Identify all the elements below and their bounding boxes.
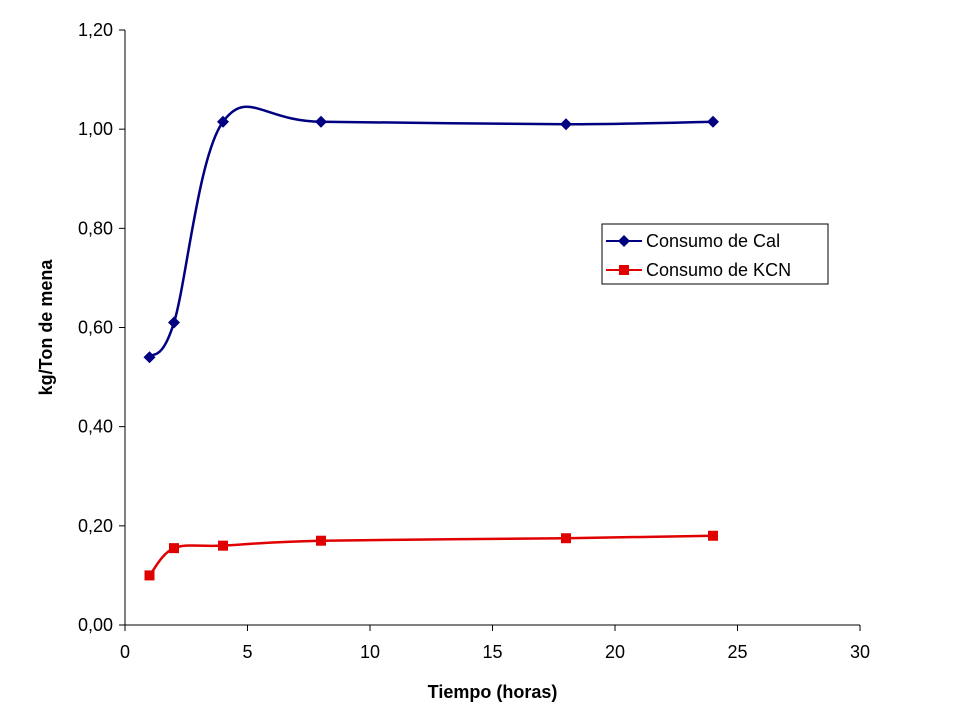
x-tick-label: 25 [727,642,747,662]
legend: Consumo de Cal Consumo de KCN [601,223,829,285]
axes [124,30,860,626]
x-axis-title: Tiempo (horas) [428,682,558,702]
data-point [144,570,155,581]
x-tick-label: 15 [482,642,502,662]
series-line [148,105,714,359]
data-point [218,540,228,551]
data-point [561,533,571,544]
x-tick-label: 30 [850,642,870,662]
x-tick-label: 20 [605,642,625,662]
series-line [148,534,714,577]
legend-label-kcn: Consumo de KCN [646,260,791,280]
series-1 [144,530,718,581]
data-point [315,115,327,128]
axis-ticks: 0 5 10 15 20 25 30 0,00 0,20 0,40 0,60 0,80 1,00 1,20 [78,20,870,662]
data-point [217,115,229,128]
y-tick-label: 0,00 [78,615,113,635]
data-point [143,351,156,364]
x-tick-label: 0 [120,642,130,662]
series-0 [143,105,719,364]
legend-marker-cal [618,235,630,247]
y-tick-label: 1,00 [78,119,113,139]
data-point [169,543,179,554]
y-tick-label: 0,60 [78,318,113,338]
series-layer [143,105,719,581]
data-point [168,316,180,329]
data-point [707,115,719,128]
x-tick-label: 10 [360,642,380,662]
legend-marker-kcn [619,265,629,275]
data-point [316,535,326,546]
y-tick-label: 0,20 [78,516,113,536]
legend-label-cal: Consumo de Cal [646,231,780,251]
legend-box [601,223,829,285]
y-tick-label: 0,80 [78,218,113,238]
data-point [708,530,718,541]
y-tick-label: 1,20 [78,20,113,40]
y-tick-label: 0,40 [78,417,113,437]
x-tick-label: 5 [242,642,252,662]
y-axis-title: kg/Ton de mena [36,259,56,396]
data-point [560,118,572,131]
